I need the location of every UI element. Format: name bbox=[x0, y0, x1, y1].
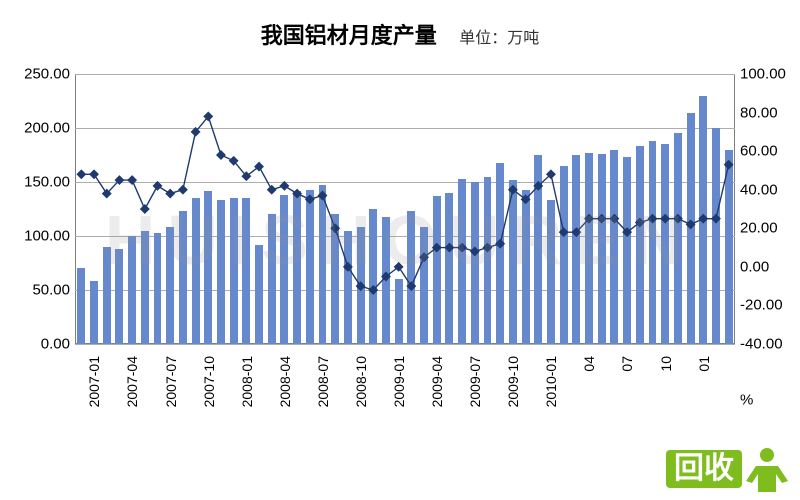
line-marker bbox=[495, 239, 505, 249]
chart-container: 我国铝材月度产量 单位：万吨 0.0050.00100.00150.00200.… bbox=[0, 0, 800, 500]
line-marker bbox=[559, 227, 569, 237]
y-axis-right: -40.00-20.000.0020.0040.0060.0080.00100.… bbox=[740, 74, 798, 344]
line-marker bbox=[698, 214, 708, 224]
line-marker bbox=[711, 214, 721, 224]
line-marker bbox=[406, 281, 416, 291]
line-marker bbox=[483, 243, 493, 253]
x-tick: 10 bbox=[658, 356, 674, 372]
x-tick: 2009-01 bbox=[391, 356, 407, 407]
y-axis-left: 0.0050.00100.00150.00200.00250.00 bbox=[0, 74, 70, 344]
line-marker bbox=[305, 194, 315, 204]
brand-logo: 回收 bbox=[666, 446, 788, 492]
person-icon bbox=[746, 446, 788, 492]
line-marker bbox=[178, 185, 188, 195]
line-marker bbox=[89, 169, 99, 179]
y-left-tick: 250.00 bbox=[0, 67, 70, 82]
x-axis: 2007-01 2007-04 2007-07 2007-10 2008-01 2008-… bbox=[75, 350, 735, 470]
line-marker bbox=[76, 169, 86, 179]
x-tick: 2009-10 bbox=[505, 356, 521, 407]
x-tick: 2007-01 bbox=[86, 356, 102, 407]
y-left-tick: 50.00 bbox=[0, 283, 70, 298]
chart-title-area: 我国铝材月度产量 单位：万吨 bbox=[0, 0, 800, 60]
line-marker bbox=[279, 181, 289, 191]
x-tick: 2008-07 bbox=[315, 356, 331, 407]
x-tick: 2008-01 bbox=[239, 356, 255, 407]
y-right-tick: 100.00 bbox=[740, 67, 798, 82]
y-right-tick: -20.00 bbox=[740, 298, 798, 313]
x-tick: 07 bbox=[619, 356, 635, 372]
logo-box: 回收 bbox=[666, 450, 742, 488]
x-tick: 2009-04 bbox=[429, 356, 445, 407]
line-marker bbox=[292, 189, 302, 199]
line-marker bbox=[673, 214, 683, 224]
line-marker bbox=[457, 243, 467, 253]
y-right-unit: % bbox=[740, 393, 798, 408]
line-marker bbox=[318, 191, 328, 201]
x-tick: 2007-04 bbox=[124, 356, 140, 407]
line-marker bbox=[356, 281, 366, 291]
chart-title: 我国铝材月度产量 bbox=[261, 23, 437, 48]
line-marker bbox=[127, 175, 137, 185]
line-marker bbox=[216, 150, 226, 160]
line-marker bbox=[444, 243, 454, 253]
x-tick: 2007-07 bbox=[163, 356, 179, 407]
y-right-tick: 60.00 bbox=[740, 144, 798, 159]
y-left-tick: 0.00 bbox=[0, 337, 70, 352]
y-left-tick: 100.00 bbox=[0, 229, 70, 244]
line-marker bbox=[470, 246, 480, 256]
y-left-tick: 150.00 bbox=[0, 175, 70, 190]
line-marker bbox=[140, 204, 150, 214]
plot-area bbox=[75, 74, 735, 344]
y-right-tick: 80.00 bbox=[740, 105, 798, 120]
y-left-tick: 200.00 bbox=[0, 121, 70, 136]
chart-subtitle: 单位：万吨 bbox=[459, 30, 539, 47]
line-marker bbox=[686, 219, 696, 229]
x-tick: 2009-07 bbox=[467, 356, 483, 407]
line-marker bbox=[330, 223, 340, 233]
x-tick: 04 bbox=[581, 356, 597, 372]
x-tick: 2007-10 bbox=[201, 356, 217, 407]
y-right-tick: -40.00 bbox=[740, 337, 798, 352]
x-tick: 01 bbox=[696, 356, 712, 372]
x-tick: 2010-01 bbox=[543, 356, 559, 407]
line-path bbox=[81, 116, 728, 290]
line-marker bbox=[165, 189, 175, 199]
line-marker bbox=[597, 214, 607, 224]
line-marker bbox=[648, 214, 658, 224]
y-right-tick: 40.00 bbox=[740, 182, 798, 197]
line-marker bbox=[267, 185, 277, 195]
x-tick: 2008-04 bbox=[277, 356, 293, 407]
line-marker bbox=[153, 181, 163, 191]
line-series bbox=[75, 74, 735, 344]
y-right-tick: 20.00 bbox=[740, 221, 798, 236]
gridline bbox=[75, 344, 735, 345]
y-right-tick: 0.00 bbox=[740, 259, 798, 274]
x-tick: 2008-10 bbox=[353, 356, 369, 407]
line-marker bbox=[660, 214, 670, 224]
line-marker bbox=[343, 262, 353, 272]
line-marker bbox=[724, 160, 734, 170]
